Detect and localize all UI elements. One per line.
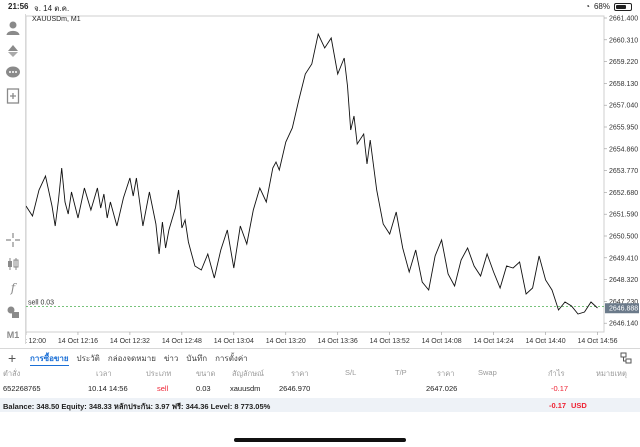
trade-order: 652268765	[3, 384, 41, 393]
y-tick-label: 2653.770	[609, 168, 638, 175]
home-indicator	[234, 438, 406, 442]
col-time: เวลา	[96, 369, 112, 378]
balance-bar: Balance: 348.50 Equity: 348.33 หลักประกั…	[0, 398, 640, 412]
plot-frame	[26, 15, 605, 333]
y-tick-label: 2659.220	[609, 59, 638, 66]
y-tick-label: 2649.410	[609, 255, 638, 262]
y-tick-label: 2648.320	[609, 277, 638, 284]
trade-table-header: ตำสั่ง เวลา ประเภท ขนาด สัญลักษณ์ ราคา S…	[0, 366, 640, 380]
y-tick-label: 2646.140	[609, 321, 638, 328]
bottom-tabs: การซื้อขาย ประวัติ กล่องจดหมาย ข่าว บันท…	[30, 352, 248, 366]
balance-text: Balance: 348.50 Equity: 348.33 หลักประกั…	[3, 402, 271, 411]
objects-icon[interactable]	[5, 304, 21, 320]
timeframe-button[interactable]: M1	[6, 330, 20, 340]
col-order: ตำสั่ง	[3, 369, 21, 378]
chart-toolbar: f M1	[0, 14, 26, 344]
col-symbol: สัญลักษณ์	[232, 369, 265, 378]
status-date: จ. 14 ต.ค.	[34, 4, 70, 13]
x-tick-label: 14 Oct 14:56	[577, 338, 617, 345]
add-icon[interactable]: +	[8, 350, 17, 366]
col-type: ประเภท	[146, 369, 172, 378]
col-profit: กำไร	[548, 369, 565, 378]
crosshair-icon[interactable]	[5, 232, 21, 248]
status-time: 21:56	[8, 2, 29, 11]
y-tick-label: 2660.310	[609, 37, 638, 44]
battery-percent: 68%	[593, 2, 610, 11]
col-size: ขนาด	[196, 369, 216, 378]
new-document-icon[interactable]	[5, 88, 21, 104]
tab-news[interactable]: ข่าว	[163, 354, 179, 363]
profit-currency: USD	[571, 401, 587, 410]
y-tick-label: 2654.860	[609, 146, 638, 153]
x-tick-label: 14 Oct 14:40	[526, 338, 566, 345]
y-tick-label: 2651.590	[609, 212, 638, 219]
y-tick-label: 2647.230	[609, 299, 638, 306]
chat-icon[interactable]	[5, 65, 21, 81]
x-tick-label: 14 Oct 12:32	[110, 338, 150, 345]
y-tick-label: 2652.680	[609, 190, 638, 197]
price-chart[interactable]: 2661.400 2660.310 2659.220 2658.130 2657.040…	[26, 14, 640, 348]
trade-open-price: 2646.970	[279, 384, 311, 393]
status-bar: 21:56 จ. 14 ต.ค. ◔ 68%	[0, 0, 640, 14]
col-comment: หมายเหตุ	[596, 369, 627, 378]
trade-profit: -0.17	[551, 384, 569, 393]
status-right: ◔ 68%	[585, 2, 632, 11]
col-swap: Swap	[478, 368, 497, 377]
layout-icon[interactable]	[620, 352, 632, 364]
y-tick-label: 2657.040	[609, 103, 638, 110]
col-price: ราคา	[291, 369, 309, 378]
trade-time: 10.14 14:56	[88, 384, 128, 393]
tab-history[interactable]: ประวัติ	[76, 354, 100, 363]
col-tp: T/P	[395, 368, 407, 377]
x-tick-label: 14 Oct 13:52	[370, 338, 410, 345]
total-profit: -0.17	[549, 401, 567, 410]
tab-mailbox[interactable]: กล่องจดหมาย	[107, 354, 156, 363]
trade-type: sell	[157, 384, 169, 393]
trade-symbol: xauusdm	[230, 384, 261, 393]
battery-icon	[614, 2, 632, 11]
x-tick-label: 14 Oct 13:04	[214, 338, 254, 345]
current-price-badge	[605, 303, 639, 314]
current-price-label: 2646.888	[609, 306, 638, 313]
x-tick-label: 14 Oct 13:36	[318, 338, 358, 345]
price-series-line	[26, 32, 598, 315]
tab-settings[interactable]: การตั้งค่า	[215, 354, 248, 363]
chart-svg: 2661.400 2660.310 2659.220 2658.130 2657.040…	[26, 15, 639, 345]
wifi-icon: ◔	[585, 2, 590, 11]
col-current-price: ราคา	[437, 369, 455, 378]
candlestick-icon[interactable]	[5, 256, 21, 272]
y-tick-label: 2658.130	[609, 81, 638, 88]
trade-current-price: 2647.026	[426, 384, 458, 393]
table-row[interactable]: 652268765 10.14 14:56 sell 0.03 xauusdm …	[0, 382, 640, 396]
bottom-tabs-bar: + การซื้อขาย ประวัติ กล่องจดหมาย ข่าว บั…	[0, 348, 640, 366]
y-tick-label: 2655.950	[609, 125, 638, 132]
y-tick-label: 2661.400	[609, 16, 638, 23]
chart-symbol: XAUUSDm, M1	[32, 16, 81, 23]
x-tick-label: 14 Oct 14:08	[422, 338, 462, 345]
tab-trade[interactable]: การซื้อขาย	[30, 352, 69, 366]
x-tick-label: 14 Oct 12:00	[26, 338, 46, 345]
x-tick-label: 14 Oct 12:48	[162, 338, 202, 345]
x-tick-label: 14 Oct 14:24	[474, 338, 514, 345]
x-tick-label: 14 Oct 13:20	[266, 338, 306, 345]
position-line-label: sell 0.03	[28, 300, 54, 307]
x-tick-label: 14 Oct 12:16	[58, 338, 98, 345]
trade-arrows-icon[interactable]	[5, 42, 21, 58]
account-icon[interactable]	[5, 20, 21, 36]
indicators-icon[interactable]: f	[10, 281, 16, 295]
y-tick-label: 2650.500	[609, 234, 638, 241]
trade-size: 0.03	[196, 384, 211, 393]
tab-journal[interactable]: บันทึก	[186, 354, 208, 363]
col-sl: S/L	[345, 368, 357, 377]
